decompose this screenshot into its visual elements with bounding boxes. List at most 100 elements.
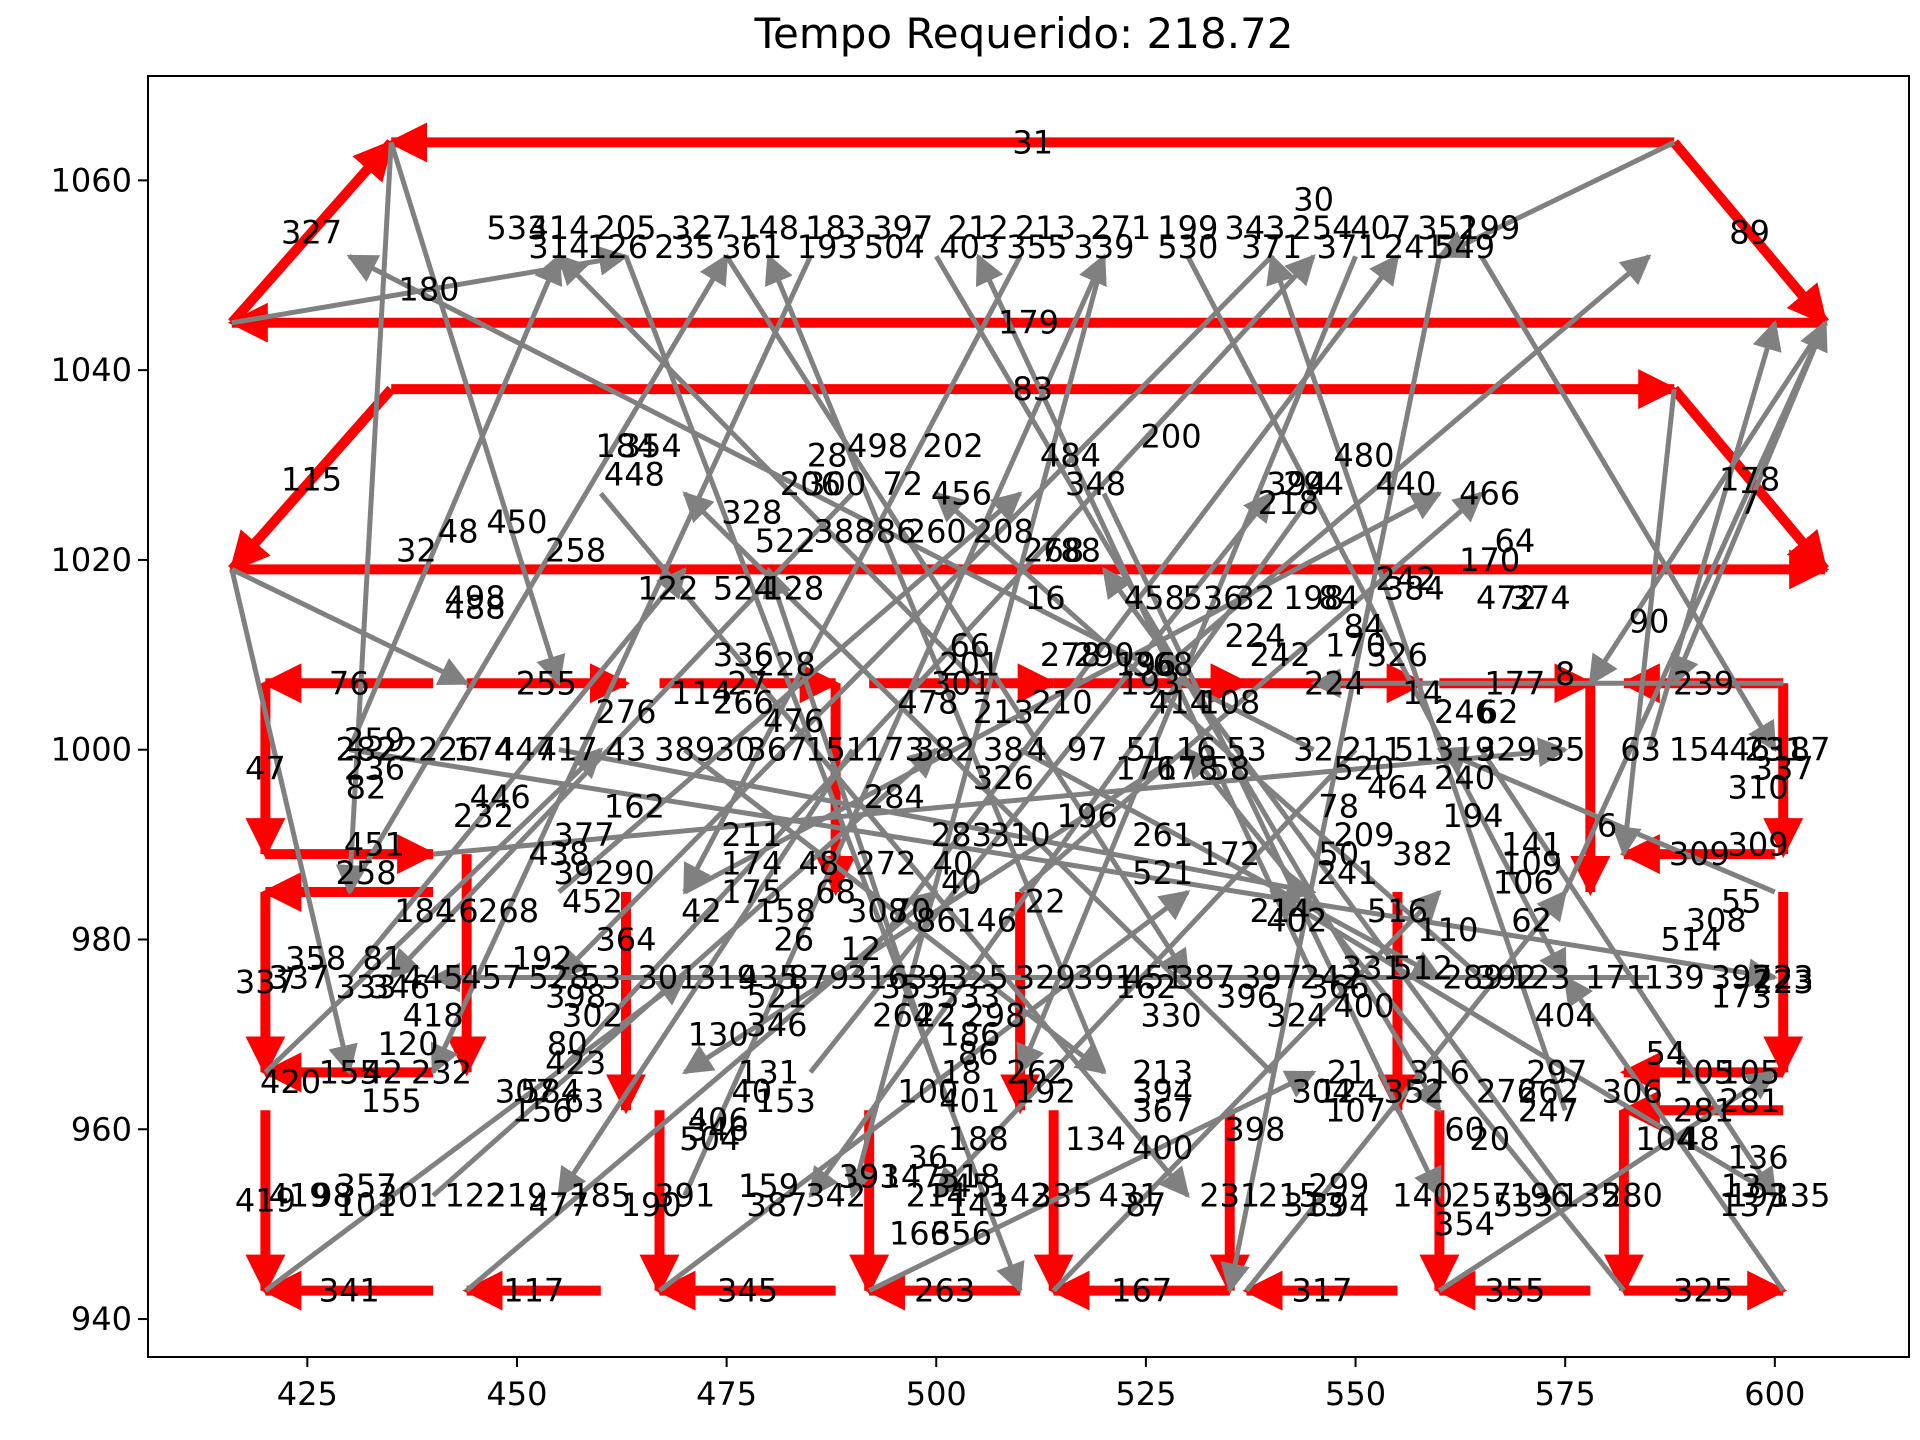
edge-label-18: 317 <box>1291 1272 1352 1310</box>
weight-label-59: 522 <box>755 522 816 560</box>
other-edge-35 <box>934 747 1358 1198</box>
weight-label-72: 198 <box>1283 579 1344 617</box>
x-tick-label-1: 450 <box>486 1375 547 1413</box>
weight-label-309: 299 <box>1308 1167 1369 1205</box>
other-edge-43 <box>868 1070 1317 1293</box>
weight-label-209: 528 <box>528 958 589 996</box>
weight-label-211: 301 <box>637 958 698 996</box>
weight-label-60: 388 <box>813 512 874 550</box>
weight-label-275: 63 <box>564 1082 605 1120</box>
other-edge-9 <box>346 253 563 751</box>
weight-label-94: 476 <box>763 702 824 740</box>
weight-label-223: 242 <box>1300 958 1361 996</box>
y-axis: 940 960 980 1000 1020 1040 1060 <box>51 161 148 1338</box>
weight-label-313: 391 <box>654 1177 715 1215</box>
weight-label-208: 192 <box>512 939 573 977</box>
weight-label-196: 516 <box>1367 892 1428 930</box>
weight-label-93: 266 <box>713 683 774 721</box>
weight-label-23: 355 <box>1006 228 1067 266</box>
weight-label-14: 352 <box>1417 209 1478 247</box>
weight-label-120: 4 <box>1027 731 1047 769</box>
weight-label-127: 51 <box>1394 731 1435 769</box>
weight-label-102: 246 <box>1434 693 1495 731</box>
weight-label-64: 268 <box>1023 531 1084 569</box>
weight-label-83: 326 <box>1367 636 1428 674</box>
weight-label-10: 199 <box>1157 209 1218 247</box>
weight-label-252: 404 <box>1535 996 1596 1034</box>
route-edge-6 <box>1670 385 1829 573</box>
weight-label-51: 64 <box>1495 522 1536 560</box>
weight-label-330: 98 <box>312 1177 353 1215</box>
edge-label-24: 239 <box>1673 664 1734 702</box>
weight-label-8: 213 <box>1015 209 1076 247</box>
weight-label-288: 367 <box>1132 1091 1193 1129</box>
weight-label-54: 450 <box>486 503 547 541</box>
edge-label-26: 255 <box>516 664 577 702</box>
weight-label-44: 200 <box>1141 418 1202 456</box>
weight-label-84: 336 <box>713 636 774 674</box>
other-edge-52 <box>808 491 1274 1074</box>
weight-label-70: 536 <box>1182 579 1243 617</box>
x-tick-label-0: 425 <box>277 1375 338 1413</box>
weight-label-118: 382 <box>914 731 975 769</box>
weight-label-19: 361 <box>721 228 782 266</box>
edge-label-29: 193 <box>1120 664 1181 702</box>
edge-label-31: 177 <box>1484 664 1545 702</box>
other-edge-31 <box>683 747 1107 1075</box>
weight-label-123: 16 <box>1176 731 1217 769</box>
y-tick-label-2: 980 <box>71 920 132 958</box>
weight-label-261: 423 <box>545 1044 606 1082</box>
weight-label-43: 348 <box>1065 465 1126 503</box>
edge-label-9: 47 <box>245 750 286 788</box>
weight-label-267: 316 <box>1409 1053 1470 1091</box>
y-tick-label-1: 960 <box>71 1110 132 1148</box>
weight-label-91: 368 <box>1132 645 1193 683</box>
weight-label-224: 331 <box>1342 949 1403 987</box>
edge-label-11: 337 <box>235 963 296 1001</box>
weight-label-56: 498 <box>445 579 506 617</box>
weight-label-57: 488 <box>445 588 506 626</box>
weight-label-148: 232 <box>453 797 514 835</box>
weight-label-251: 324 <box>1266 996 1327 1034</box>
weight-label-124: 53 <box>1226 731 1267 769</box>
weight-label-42: 484 <box>1040 437 1101 475</box>
weight-label-189: 158 <box>755 892 816 930</box>
edge-label-2: 327 <box>281 214 342 252</box>
edge-label-5: 115 <box>281 460 342 498</box>
weight-label-81: 224 <box>1224 617 1285 655</box>
x-tick-label-5: 550 <box>1325 1375 1386 1413</box>
weight-label-304: 36 <box>908 1139 949 1177</box>
weight-label-144: 240 <box>1434 759 1495 797</box>
weight-label-147: 446 <box>470 778 531 816</box>
weight-label-199: 514 <box>1660 920 1721 958</box>
weight-label-179: 40 <box>941 864 982 902</box>
weight-label-325: 280 <box>1602 1177 1663 1215</box>
weight-label-329: 419 <box>268 1177 329 1215</box>
weight-label-299: 20 <box>1469 1120 1510 1158</box>
weight-label-67: 128 <box>763 569 824 607</box>
weight-label-61: 386 <box>855 512 916 550</box>
weight-label-314: 159 <box>738 1167 799 1205</box>
weight-label-78: 374 <box>1509 579 1570 617</box>
weight-label-140: 178 <box>1157 750 1218 788</box>
weight-label-291: 281 <box>1719 1082 1780 1120</box>
weight-label-160: 261 <box>1132 816 1193 854</box>
other-edge-13 <box>430 255 813 1076</box>
edge-label-47: 180 <box>398 271 459 309</box>
weight-label-344: 354 <box>1434 1205 1495 1243</box>
weight-label-134: 231 <box>1744 731 1805 769</box>
weight-label-323: 196 <box>1509 1177 1570 1215</box>
weight-label-240: 396 <box>1216 977 1277 1015</box>
weight-label-98: 478 <box>897 683 958 721</box>
weight-label-183: 308 <box>1686 902 1747 940</box>
weight-label-37: 300 <box>805 465 866 503</box>
weight-label-170: 48 <box>798 845 839 883</box>
weight-label-294: 504 <box>679 1120 740 1158</box>
weight-label-167: 392 <box>554 854 615 892</box>
weight-label-116: 151 <box>805 731 866 769</box>
weight-label-326: 13 <box>1721 1167 1762 1205</box>
y-tick-label-5: 1040 <box>51 351 132 389</box>
weight-label-279: 394 <box>1132 1072 1193 1110</box>
